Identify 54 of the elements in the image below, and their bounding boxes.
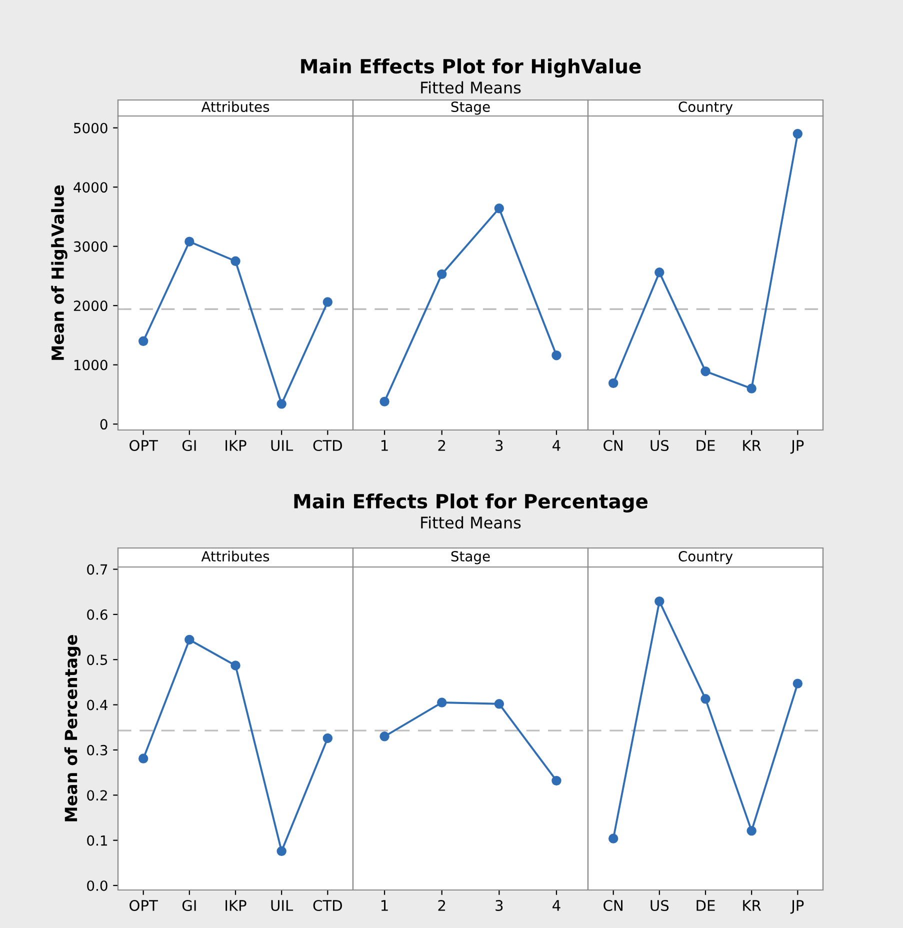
y-tick-label: 4000 (74, 182, 108, 193)
y-axis-title: Mean of HighValue (51, 185, 68, 360)
x-tick-label: KR (743, 440, 762, 451)
y-tick-label: 3000 (74, 241, 108, 252)
x-tick-label: CN (604, 900, 622, 912)
x-tick-label: 2 (438, 900, 446, 911)
y-tick-label: 0 (100, 419, 108, 430)
x-tick-label: DE (696, 900, 715, 911)
y-tick-label: 1000 (74, 360, 108, 370)
text: Fitted Means (421, 516, 521, 529)
x-tick-label: OPT (130, 900, 158, 912)
y-tick-label: 0.5 (87, 654, 108, 666)
chart-title: Attributes (201, 550, 270, 562)
x-tick-label: 2 (438, 440, 446, 451)
x-tick-label: 3 (496, 440, 503, 452)
x-tick-label: UIL (271, 440, 294, 452)
x-tick-label: CTD (313, 440, 342, 452)
y-tick-label: 5000 (74, 122, 108, 134)
x-tick-label: JP (790, 440, 804, 454)
y-tick-label: 0.6 (87, 609, 108, 620)
text: Fitted Means (421, 81, 521, 94)
y-axis-title: Mean of Percentage (64, 635, 81, 822)
chart-title: Attributes (201, 101, 270, 112)
y-tick-label: 0.4 (87, 700, 108, 710)
x-tick-label: CN (604, 440, 622, 452)
chart-title: Country (678, 551, 733, 564)
x-tick-label: OPT (130, 440, 158, 452)
text: Main Effects Plot for Percentage (294, 494, 648, 512)
x-tick-label: 1 (381, 900, 388, 911)
x-tick-label: 4 (552, 440, 560, 451)
x-tick-label: IKP (226, 440, 246, 451)
y-tick-label: 0.0 (87, 880, 108, 891)
x-tick-label: US (650, 900, 669, 912)
x-tick-label: 4 (552, 900, 560, 911)
y-tick-label: 0.2 (87, 790, 107, 801)
x-tick-label: 3 (496, 900, 503, 912)
chart-title: Stage (451, 102, 490, 115)
x-tick-label: GI (182, 900, 196, 912)
text: Main Effects Plot for HighValue (301, 58, 641, 78)
x-tick-label: CTD (313, 900, 342, 912)
y-tick-label: 2000 (74, 300, 108, 312)
x-tick-label: 1 (381, 440, 388, 451)
chart-title: Stage (451, 551, 490, 564)
y-tick-label: 0.1 (87, 835, 107, 846)
x-tick-label: KR (743, 900, 762, 911)
y-tick-label: 0.3 (87, 744, 108, 756)
x-tick-label: GI (182, 440, 196, 452)
chart-title: Country (678, 102, 733, 115)
y-tick-label: 0.7 (87, 564, 108, 575)
x-tick-label: IKP (226, 900, 246, 911)
x-tick-label: UIL (271, 900, 294, 912)
x-tick-label: US (650, 440, 669, 452)
x-tick-label: DE (696, 440, 715, 451)
x-tick-label: JP (790, 900, 804, 914)
